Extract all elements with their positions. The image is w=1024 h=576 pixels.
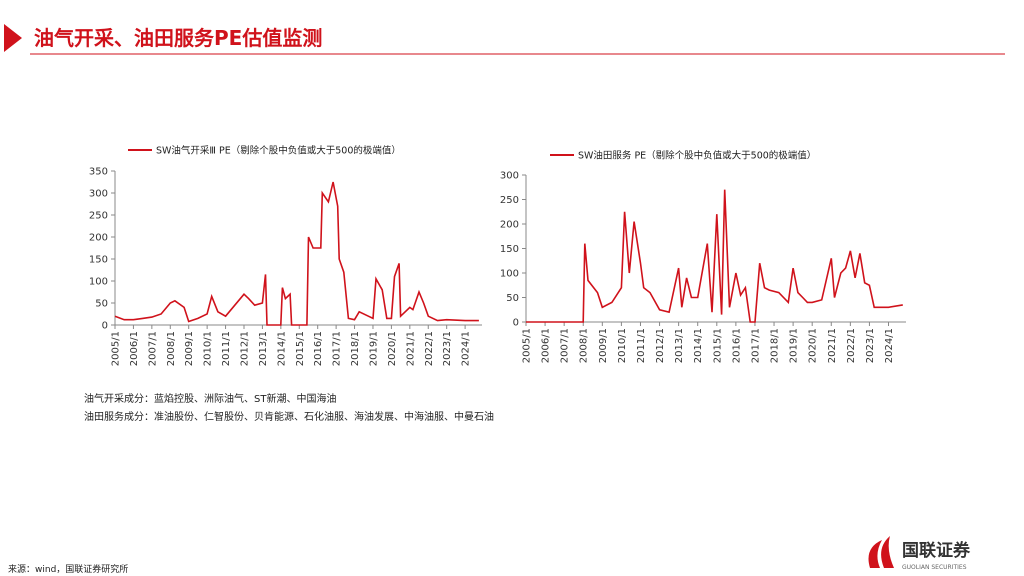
x-tick-label: 2009/1 bbox=[184, 331, 195, 366]
y-tick-label: 150 bbox=[89, 255, 108, 266]
x-tick-label: 2016/1 bbox=[731, 328, 742, 363]
x-tick-label: 2018/1 bbox=[770, 328, 781, 363]
note: 油气开采成分：蓝焰控股、洲际油气、ST新潮、中国海油 bbox=[84, 392, 336, 405]
y-tick-label: 0 bbox=[513, 318, 519, 329]
x-tick-label: 2006/1 bbox=[129, 331, 140, 366]
x-tick-label: 2021/1 bbox=[405, 331, 416, 366]
x-tick-label: 2020/1 bbox=[808, 328, 819, 363]
x-tick-label: 2010/1 bbox=[617, 328, 628, 363]
x-tick-label: 2013/1 bbox=[674, 328, 685, 363]
x-tick-label: 2010/1 bbox=[203, 331, 214, 366]
x-tick-label: 2024/1 bbox=[884, 328, 895, 363]
slide-title: 油气开采、油田服务PE估值监测 bbox=[34, 26, 322, 50]
series-line bbox=[526, 189, 903, 323]
x-tick-label: 2015/1 bbox=[712, 328, 723, 363]
x-tick-label: 2017/1 bbox=[332, 331, 343, 366]
legend-label: SW油田服务 PE（剔除个股中负值或大于500的极端值） bbox=[578, 150, 816, 162]
x-tick-label: 2012/1 bbox=[239, 331, 250, 366]
x-tick-label: 2016/1 bbox=[313, 331, 324, 366]
x-tick-label: 2007/1 bbox=[560, 328, 571, 363]
y-tick-label: 200 bbox=[89, 233, 108, 244]
source: 来源：wind，国联证券研究所 bbox=[8, 563, 128, 575]
x-tick-label: 2011/1 bbox=[636, 328, 647, 363]
y-tick-label: 200 bbox=[500, 220, 519, 231]
x-tick-label: 2008/1 bbox=[579, 328, 590, 363]
x-tick-label: 2006/1 bbox=[541, 328, 552, 363]
x-tick-label: 2013/1 bbox=[258, 331, 269, 366]
x-tick-label: 2023/1 bbox=[865, 328, 876, 363]
x-tick-label: 2014/1 bbox=[693, 328, 704, 363]
logo: 国联证券 GUOLIAN SECURITIES bbox=[868, 536, 971, 571]
y-tick-label: 100 bbox=[500, 269, 519, 280]
title-marker bbox=[4, 24, 22, 52]
x-tick-label: 2022/1 bbox=[846, 328, 857, 363]
x-tick-label: 2021/1 bbox=[827, 328, 838, 363]
x-tick-label: 2019/1 bbox=[368, 331, 379, 366]
x-tick-label: 2008/1 bbox=[166, 331, 177, 366]
x-tick-label: 2024/1 bbox=[461, 331, 472, 366]
logo-icon bbox=[868, 536, 894, 568]
x-tick-label: 2023/1 bbox=[442, 331, 453, 366]
y-tick-label: 0 bbox=[102, 321, 108, 332]
x-tick-label: 2012/1 bbox=[655, 328, 666, 363]
x-tick-label: 2022/1 bbox=[424, 331, 435, 366]
x-tick-label: 2005/1 bbox=[111, 331, 122, 366]
legend-label: SW油气开采Ⅲ PE（剔除个股中负值或大于500的极端值） bbox=[156, 145, 401, 157]
x-tick-label: 2005/1 bbox=[522, 328, 533, 363]
y-tick-label: 300 bbox=[500, 171, 519, 182]
series-line bbox=[114, 181, 479, 326]
y-tick-label: 50 bbox=[506, 293, 519, 304]
logo-sub: GUOLIAN SECURITIES bbox=[902, 564, 967, 571]
x-tick-label: 2018/1 bbox=[350, 331, 361, 366]
x-tick-label: 2019/1 bbox=[789, 328, 800, 363]
x-tick-label: 2011/1 bbox=[221, 331, 232, 366]
y-tick-label: 250 bbox=[500, 195, 519, 206]
x-tick-label: 2017/1 bbox=[750, 328, 761, 363]
logo-name: 国联证券 bbox=[902, 540, 971, 561]
x-tick-label: 2009/1 bbox=[598, 328, 609, 363]
y-tick-label: 300 bbox=[89, 189, 108, 200]
x-tick-label: 2007/1 bbox=[147, 331, 158, 366]
x-tick-label: 2015/1 bbox=[295, 331, 306, 366]
y-tick-label: 150 bbox=[500, 244, 519, 255]
y-tick-label: 250 bbox=[89, 211, 108, 222]
y-tick-label: 100 bbox=[89, 277, 108, 288]
x-tick-label: 2020/1 bbox=[387, 331, 398, 366]
y-tick-label: 50 bbox=[95, 299, 108, 310]
y-tick-label: 350 bbox=[89, 167, 108, 178]
note: 油田服务成分：准油股份、仁智股份、贝肯能源、石化油服、海油发展、中海油服、中曼石… bbox=[84, 410, 494, 423]
x-tick-label: 2014/1 bbox=[276, 331, 287, 366]
